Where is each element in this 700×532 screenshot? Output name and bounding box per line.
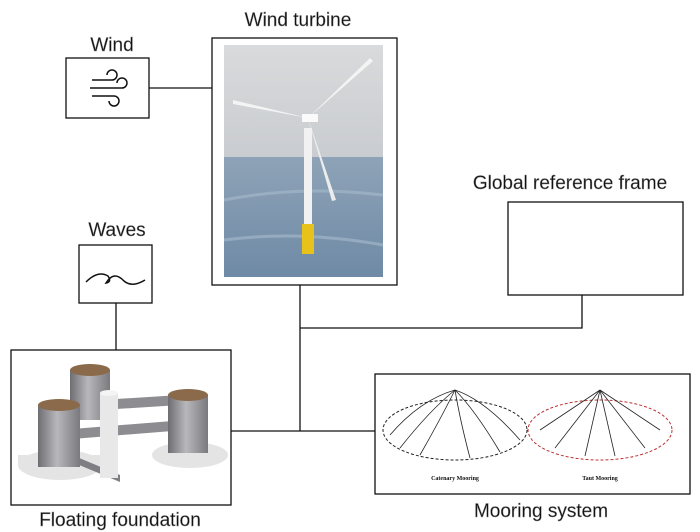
diagram: Wind turbine Wind Waves Global reference…	[0, 0, 700, 532]
node-label: Floating foundation	[39, 510, 201, 531]
sub-label: Catenary Mooring	[431, 476, 479, 482]
sub-label: Taut Mooring	[582, 476, 618, 482]
reference-box	[508, 202, 683, 295]
waves-box	[79, 245, 152, 303]
node-label: Wind turbine	[245, 10, 352, 31]
node-label: Waves	[88, 220, 145, 241]
node-label: Global reference frame	[473, 173, 667, 194]
node-label: Wind	[90, 35, 133, 56]
node-label: Mooring system	[474, 501, 608, 522]
turbine-image	[224, 45, 383, 277]
connector	[300, 295, 582, 328]
mooring-box	[375, 374, 690, 494]
